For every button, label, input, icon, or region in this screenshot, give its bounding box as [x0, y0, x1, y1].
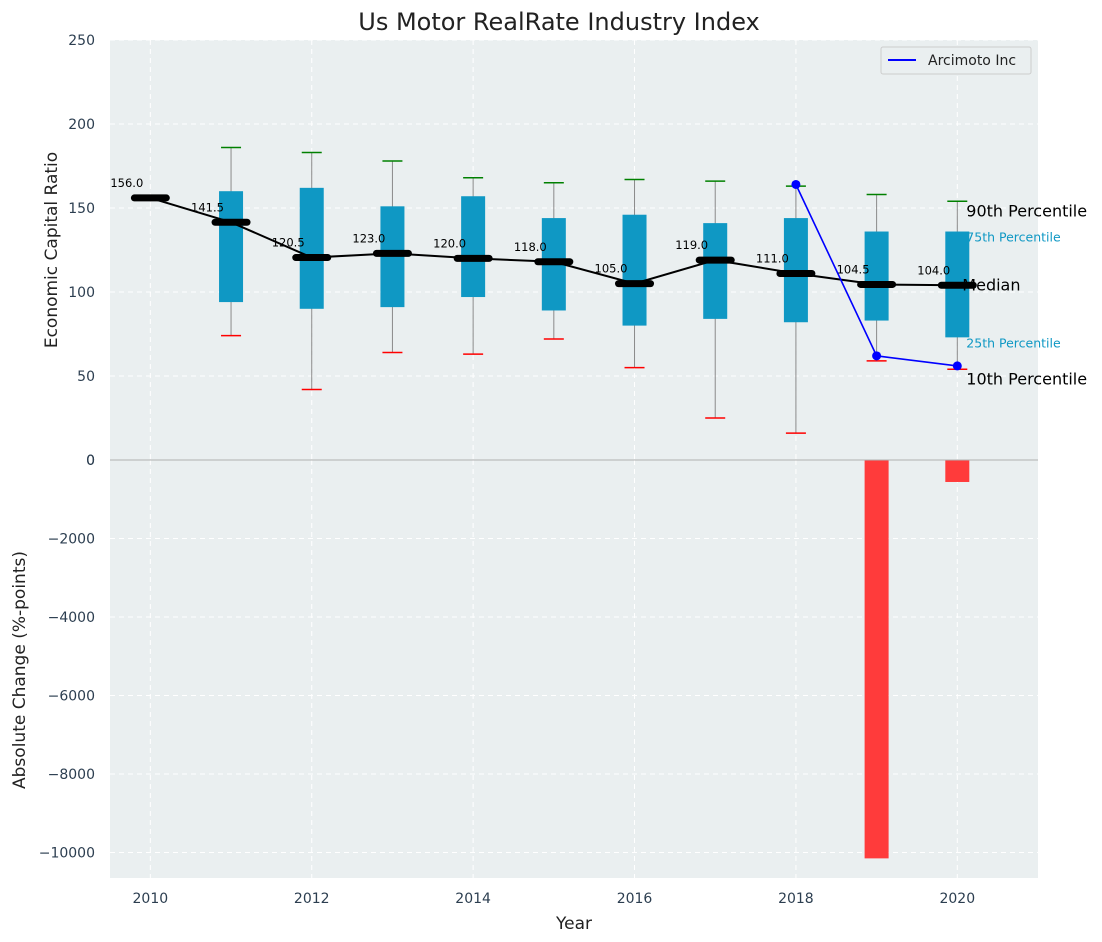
top-panel-background [110, 40, 1038, 460]
median-value-label: 141.5 [191, 200, 224, 214]
company-series-point [872, 351, 882, 361]
median-value-label: 156.0 [110, 176, 143, 190]
change-bar [864, 460, 889, 859]
median-value-label: 104.0 [917, 263, 950, 277]
bottom-plot [864, 460, 970, 859]
top-y-axis-label: Economic Capital Ratio [42, 152, 62, 348]
median-value-label: 120.5 [272, 236, 305, 250]
iqr-box [864, 231, 889, 321]
top-y-tick-label: 200 [68, 117, 95, 133]
legend-entry-arcimoto: Arcimoto Inc [928, 53, 1016, 69]
top-y-tick-label: 50 [77, 369, 95, 385]
bottom-y-tick-label: −2000 [48, 531, 95, 547]
bottom-y-tick-label: −10000 [39, 845, 95, 861]
iqr-box [219, 191, 244, 303]
bottom-y-axis-label: Absolute Change (%-points) [10, 551, 30, 789]
x-ticks: 2010 2012 2014 2016 2018 2020 [133, 891, 976, 907]
top-y-tick-label: 150 [68, 201, 95, 217]
x-tick-label: 2018 [778, 891, 814, 907]
iqr-box [299, 187, 324, 309]
top-y-ticks: 0 50 100 150 200 250 [68, 33, 95, 469]
top-y-tick-label: 0 [86, 453, 95, 469]
annotation-p10: 10th Percentile [966, 369, 1087, 388]
iqr-box [703, 223, 728, 319]
median-value-label: 119.0 [675, 238, 708, 252]
bottom-y-ticks: 0 −2000 −4000 −6000 −8000 −10000 [39, 453, 95, 861]
annotation-p75: 75th Percentile [966, 230, 1061, 245]
bottom-y-tick-label: 0 [86, 453, 95, 469]
median-value-label: 120.0 [433, 236, 466, 250]
annotation-p90: 90th Percentile [966, 201, 1087, 220]
top-y-tick-label: 100 [68, 285, 95, 301]
top-plot: 156.0 141.5 120.5 123.0 120.0 118.0 105.0 119.0… [110, 146, 1087, 434]
x-tick-label: 2020 [939, 891, 975, 907]
iqr-box [461, 196, 486, 298]
legend: Arcimoto Inc [880, 46, 1032, 75]
top-y-tick-label: 250 [68, 33, 95, 49]
x-axis-label: Year [555, 914, 592, 934]
x-tick-label: 2010 [133, 891, 169, 907]
median-value-label: 104.5 [837, 262, 870, 276]
x-tick-label: 2014 [455, 891, 491, 907]
annotation-p25: 25th Percentile [966, 335, 1061, 350]
median-value-label: 105.0 [595, 262, 628, 276]
iqr-box [622, 214, 647, 326]
median-value-label: 118.0 [514, 240, 547, 254]
x-tick-label: 2012 [294, 891, 330, 907]
chart-title: Us Motor RealRate Industry Index [358, 8, 760, 36]
x-tick-label: 2016 [617, 891, 653, 907]
legend-box [880, 46, 1032, 75]
median-value-label: 123.0 [352, 231, 385, 245]
change-bar [945, 460, 970, 482]
annotation-median: Median [962, 275, 1020, 294]
median-value-label: 111.0 [756, 252, 789, 266]
bottom-y-tick-label: −6000 [48, 688, 95, 704]
company-series-point [791, 179, 801, 189]
bottom-y-tick-label: −4000 [48, 610, 95, 626]
bottom-y-tick-label: −8000 [48, 767, 95, 783]
bottom-panel-background [110, 460, 1038, 878]
company-series-point [952, 361, 962, 371]
